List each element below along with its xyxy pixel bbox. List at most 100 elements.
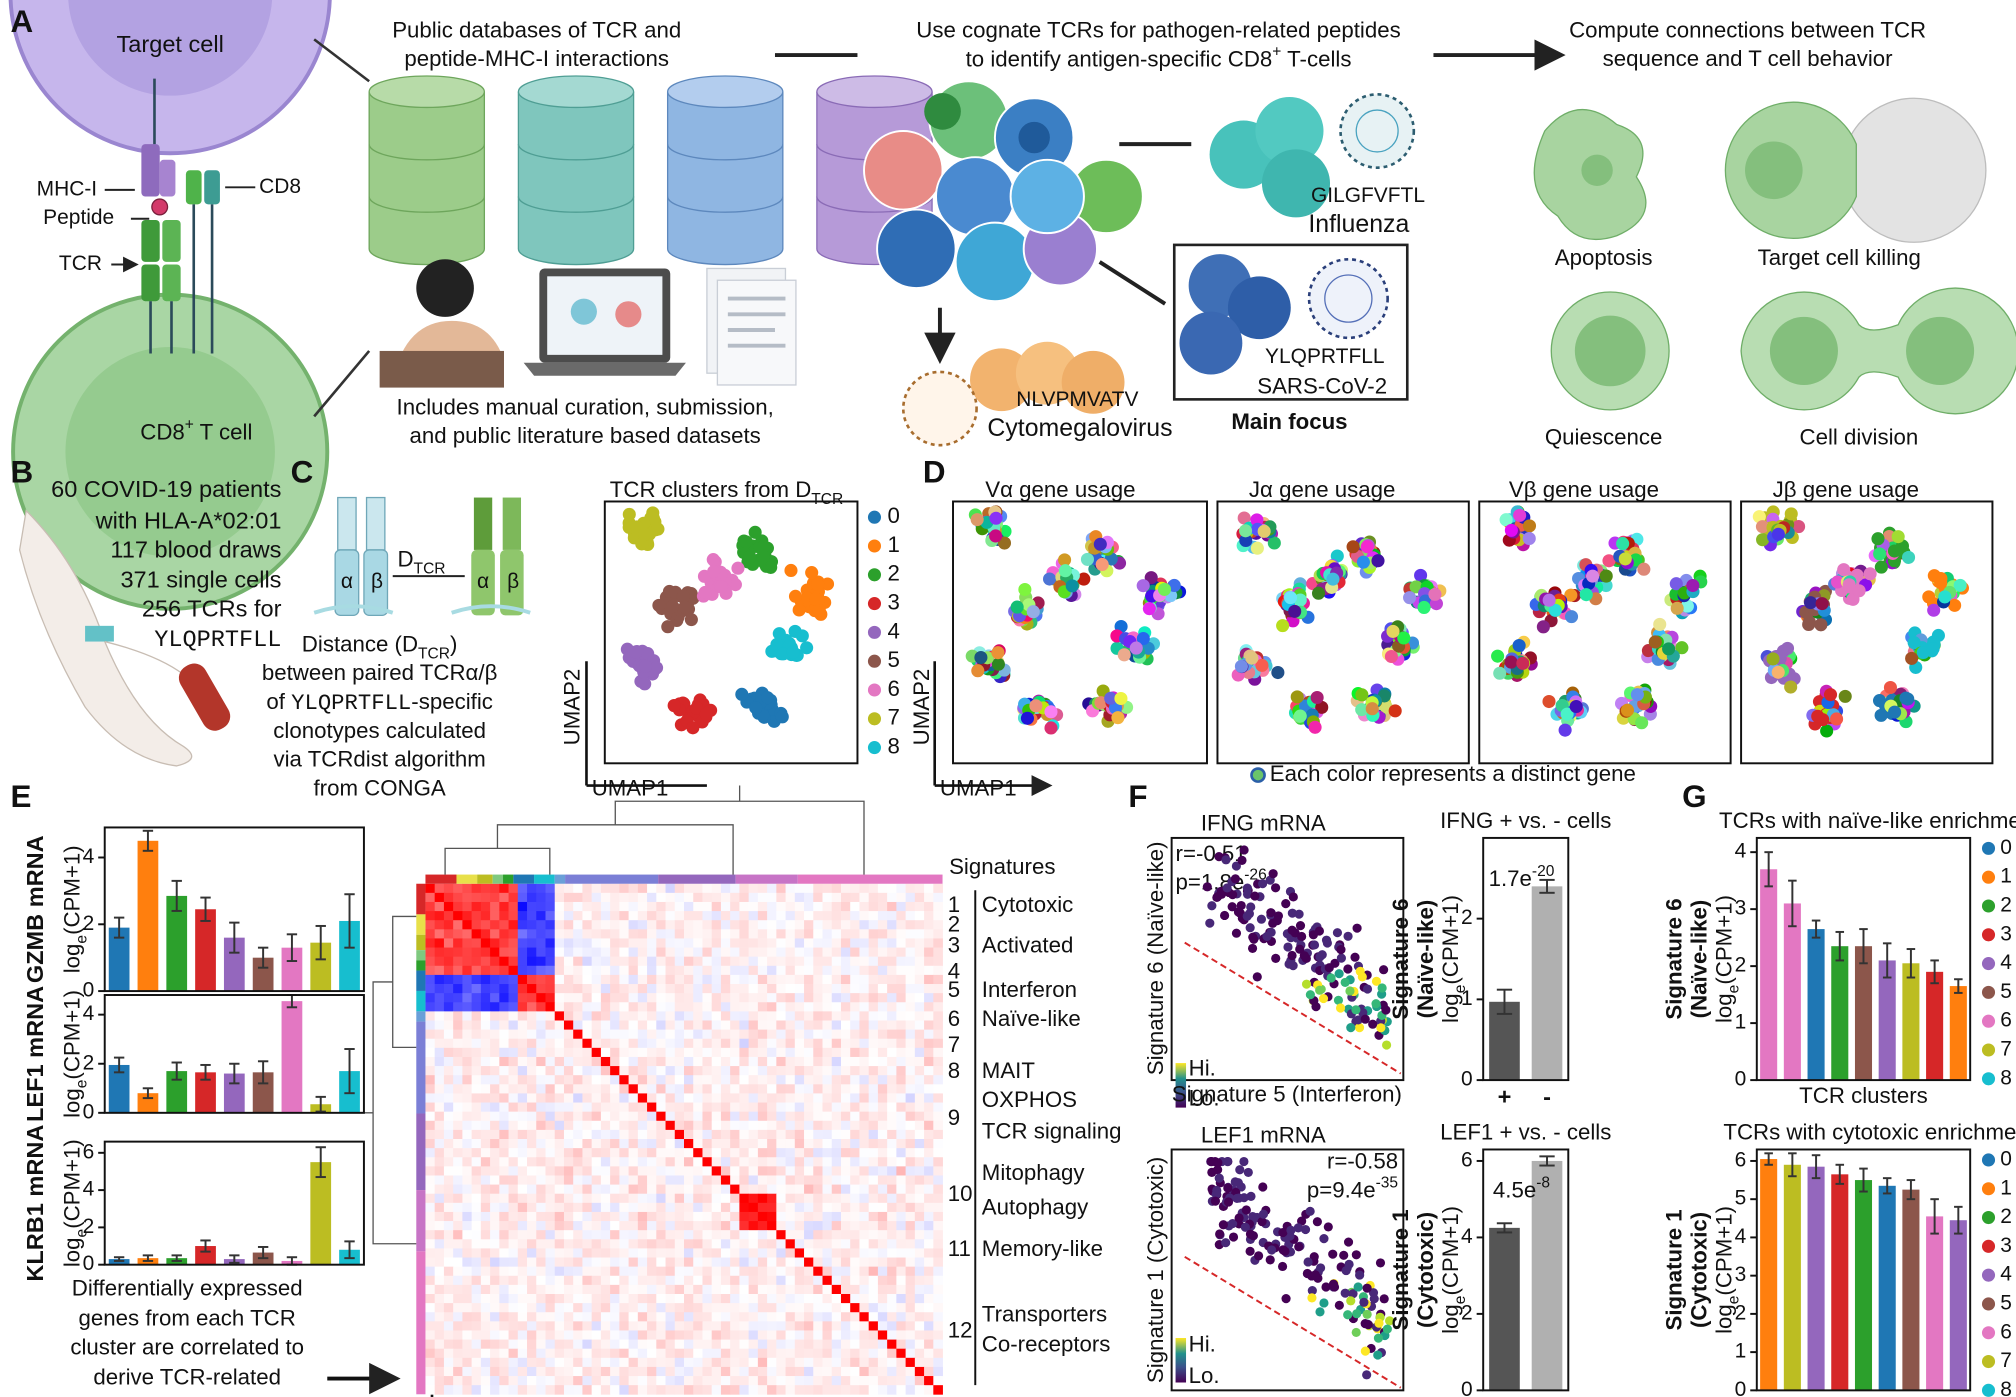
heatmap-cell: [610, 929, 620, 939]
heatmap-cell: [813, 1075, 823, 1085]
heatmap-cell: [868, 1348, 879, 1359]
umap-point: [1616, 537, 1630, 551]
heatmap-cell: [508, 1275, 519, 1286]
heatmap-cell: [739, 1312, 750, 1322]
heatmap-cell: [637, 974, 648, 985]
heatmap-cell: [425, 929, 436, 939]
heatmap-cell: [739, 929, 750, 939]
heatmap-cell: [453, 974, 463, 985]
heatmap-cell: [831, 1266, 842, 1277]
heatmap-cell: [480, 1376, 491, 1386]
heatmap-cell: [647, 1139, 657, 1149]
heatmap-cell: [563, 1202, 574, 1213]
heatmap-cell: [471, 1275, 482, 1286]
panel-label: A: [10, 4, 33, 39]
heatmap-cell: [573, 1211, 583, 1222]
heatmap-cell: [536, 1321, 546, 1331]
heatmap-cell: [887, 1221, 897, 1231]
heatmap-cell: [887, 1211, 897, 1222]
heatmap-cell: [656, 1221, 666, 1231]
heatmap-cell: [665, 938, 676, 948]
heatmap-cell: [545, 947, 556, 958]
heatmap-cell: [868, 984, 879, 994]
scatter-point: [1258, 1182, 1268, 1192]
text-segment: (CPM+1): [59, 990, 84, 1080]
heatmap-cell: [711, 1093, 722, 1103]
heatmap-cell: [443, 1038, 454, 1049]
heatmap-cell: [425, 1221, 436, 1231]
heatmap-cell: [711, 956, 722, 967]
heatmap-cell: [684, 1056, 694, 1067]
heatmap-cell: [665, 1357, 676, 1368]
umap-point: [1271, 665, 1285, 680]
scatter-point: [1344, 1259, 1354, 1269]
scatter-point: [1288, 892, 1298, 902]
heatmap-cell: [914, 1075, 925, 1085]
heatmap-cell: [591, 965, 602, 976]
heatmap-cell: [453, 1211, 463, 1222]
heatmap-cell: [702, 1056, 713, 1067]
heatmap-cell: [850, 1321, 860, 1331]
label: GILGFVFTL: [1311, 184, 1425, 207]
heatmap-cell: [822, 974, 833, 985]
heatmap-cell: [563, 984, 574, 994]
heatmap-cell: [748, 1157, 759, 1167]
heatmap-cell: [573, 1011, 583, 1021]
heatmap-cell: [720, 1038, 731, 1049]
heatmap-cell: [924, 1157, 934, 1167]
heatmap-cell: [490, 1339, 500, 1350]
heatmap-cell: [554, 1266, 565, 1277]
text-segment: log: [59, 1088, 84, 1118]
heatmap-cell: [656, 929, 666, 939]
heatmap-cell: [850, 1047, 860, 1058]
heatmap-cell: [785, 1002, 796, 1012]
heatmap-cell: [610, 1312, 620, 1322]
heatmap-cell: [748, 974, 759, 985]
heatmap-cell: [813, 956, 823, 967]
label: Differentially expressed: [72, 1275, 303, 1300]
heatmap-cell: [767, 929, 777, 939]
heatmap-cell: [702, 1312, 713, 1322]
heatmap-cell: [490, 1038, 500, 1049]
heatmap-cell: [813, 1202, 823, 1213]
heatmap-cell: [573, 901, 583, 912]
heatmap-cell: [896, 947, 907, 958]
umap-point: [1792, 520, 1806, 534]
heatmap-cell: [563, 920, 574, 930]
heatmap-cell: [794, 1376, 805, 1386]
heatmap-cell: [887, 1139, 897, 1149]
heatmap-cell: [674, 1148, 685, 1158]
umap-point: [1871, 532, 1885, 546]
heatmap-cell: [767, 1084, 777, 1094]
heatmap-cell: [720, 1312, 731, 1322]
heatmap-cell: [822, 1303, 833, 1313]
scatter-point: [1345, 986, 1355, 996]
heatmap-cell: [933, 1020, 943, 1030]
heatmap-cell: [933, 883, 943, 894]
heatmap-cell: [868, 892, 879, 903]
heatmap-cell: [702, 984, 713, 994]
heatmap-cell: [684, 1020, 694, 1030]
heatmap-cell: [850, 1221, 860, 1231]
heatmap-cell: [813, 901, 823, 912]
heatmap-cell: [757, 1376, 768, 1386]
heatmap-cell: [573, 1230, 583, 1240]
heatmap-cell: [425, 1293, 436, 1304]
heatmap-cell: [462, 911, 473, 921]
scatter-point: [1377, 983, 1387, 993]
heatmap-cell: [914, 1257, 925, 1268]
heatmap-cell: [480, 1093, 491, 1103]
heatmap-cell: [582, 1376, 593, 1386]
heatmap-cell: [637, 1257, 648, 1268]
umap-point: [1883, 680, 1897, 695]
heatmap-cell: [757, 974, 768, 985]
heatmap-cell: [887, 984, 897, 994]
heatmap-cell: [767, 1175, 777, 1185]
heatmap-cell: [720, 901, 731, 912]
heatmap-cell: [757, 1066, 768, 1076]
heatmap-cell: [720, 974, 731, 985]
heatmap-cell: [767, 938, 777, 948]
scatter-point: [1281, 1294, 1291, 1304]
heatmap-cell: [582, 1266, 593, 1277]
heatmap-cell: [637, 1020, 648, 1030]
